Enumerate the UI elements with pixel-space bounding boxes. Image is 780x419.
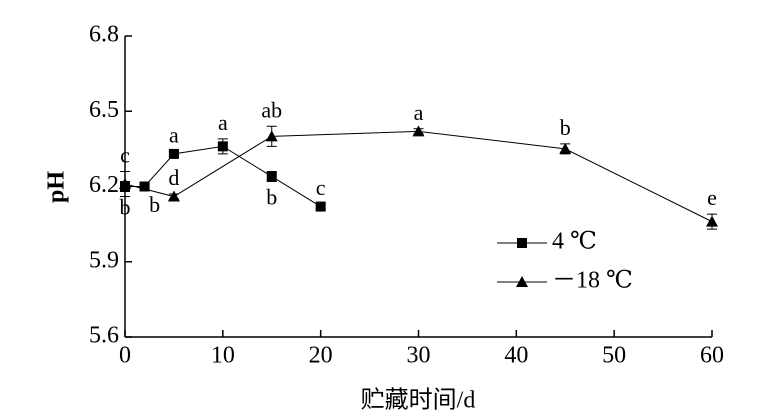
y-tick-label: 6.8 <box>89 22 119 48</box>
legend-label: －18 ℃ <box>552 268 633 294</box>
marker <box>559 142 572 154</box>
significance-letter: b <box>560 115 571 140</box>
x-axis-label: 贮藏时间/d <box>361 387 476 414</box>
marker <box>139 181 150 192</box>
significance-letter: c <box>316 175 326 200</box>
significance-letter: b <box>149 192 160 217</box>
marker <box>412 125 425 137</box>
x-tick-label: 30 <box>407 343 431 369</box>
y-axis-label: pH <box>44 171 70 203</box>
legend-marker <box>516 276 528 287</box>
significance-letter: b <box>120 195 131 220</box>
marker <box>119 177 131 189</box>
marker <box>265 130 278 142</box>
significance-letter: d <box>168 165 179 190</box>
marker <box>315 201 326 212</box>
marker <box>266 171 277 182</box>
marker <box>706 215 718 227</box>
marker <box>167 190 180 202</box>
x-tick-label: 10 <box>211 343 235 369</box>
y-tick-label: 6.2 <box>89 172 119 198</box>
significance-letter: b <box>266 185 277 210</box>
series-line <box>124 130 713 223</box>
x-tick-label: 50 <box>602 343 626 369</box>
significance-letter: a <box>414 100 424 125</box>
marker <box>217 141 228 152</box>
y-tick-label: 5.9 <box>89 247 119 273</box>
significance-letter: a <box>169 122 179 147</box>
x-tick-label: 20 <box>309 343 333 369</box>
y-tick-label: 6.5 <box>89 97 119 123</box>
significance-letter: ab <box>261 97 282 122</box>
legend-label: 4 ℃ <box>552 229 597 255</box>
x-tick-label: 60 <box>700 343 724 369</box>
significance-letter: e <box>707 185 717 210</box>
significance-letter: c <box>120 142 130 167</box>
y-tick-label: 5.6 <box>89 323 119 349</box>
x-tick-label: 0 <box>119 343 131 369</box>
marker <box>168 148 179 159</box>
significance-letter: a <box>218 110 228 135</box>
x-tick-label: 40 <box>504 343 528 369</box>
legend-marker <box>517 238 527 248</box>
